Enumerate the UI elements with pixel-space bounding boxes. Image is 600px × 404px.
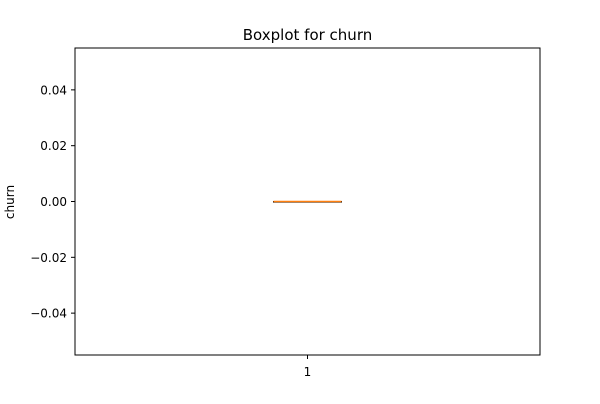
y-axis-label: churn [3,185,17,219]
x-axis-ticks: 1 [304,355,312,379]
chart-title: Boxplot for churn [243,26,372,44]
y-axis-ticks: −0.04 −0.02 0.00 0.02 0.04 [30,83,75,321]
y-tick-label: 0.00 [40,195,67,209]
y-tick-label: −0.04 [30,307,67,321]
y-tick-label: −0.02 [30,251,67,265]
plot-area-frame [74,47,541,356]
boxes [273,200,342,203]
y-tick-label: 0.04 [40,83,67,97]
x-tick-label: 1 [304,365,312,379]
y-tick-label: 0.02 [40,139,67,153]
